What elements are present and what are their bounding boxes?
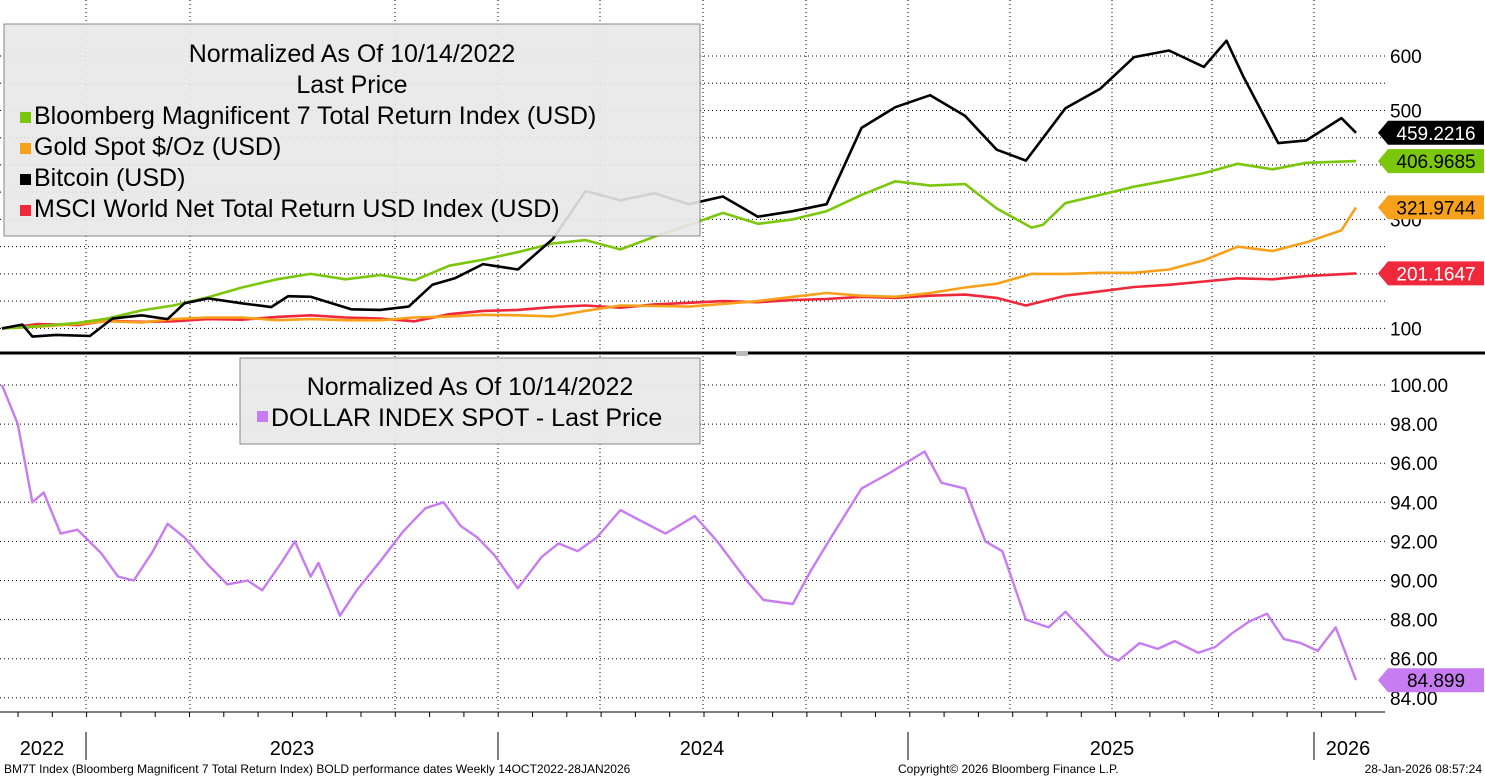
series-line-msci bbox=[1, 272, 1357, 330]
x-tick-label: 2026 bbox=[1326, 738, 1371, 760]
legend-label-mag7: Bloomberg Magnificent 7 Total Return Ind… bbox=[34, 102, 596, 130]
y-tick-label: 90.00 bbox=[1390, 572, 1438, 593]
legend-label-bitcoin: Bitcoin (USD) bbox=[34, 164, 185, 192]
y-tick-label: 500 bbox=[1390, 101, 1422, 122]
mag7-last-value-label: 406.9685 bbox=[1396, 152, 1475, 173]
footer-timestamp: 28-Jan-2026 08:57:24 bbox=[1364, 762, 1482, 776]
mag7-last-tag bbox=[1378, 149, 1484, 174]
footer-source: BM7T Index (Bloomberg Magnificent 7 Tota… bbox=[4, 762, 631, 776]
footer-copyright: Copyright© 2026 Bloomberg Finance L.P. bbox=[898, 762, 1119, 776]
bottom-legend: Normalized As Of 10/14/2022 DOLLAR INDEX … bbox=[239, 357, 701, 445]
legend-label-dxy: DOLLAR INDEX SPOT - Last Price bbox=[271, 404, 662, 432]
bitcoin-last-value-label: 459.2216 bbox=[1396, 124, 1475, 145]
bottom-legend-box bbox=[239, 357, 701, 445]
dxy-last-tag bbox=[1378, 668, 1484, 693]
legend-swatch-bitcoin bbox=[20, 174, 31, 185]
gold-last-tag bbox=[1378, 195, 1484, 220]
series-line-gold bbox=[1, 206, 1358, 330]
legend-swatch-dxy bbox=[257, 411, 268, 422]
y-tick-label: 84.00 bbox=[1390, 689, 1438, 710]
y-tick-label: 98.00 bbox=[1390, 415, 1438, 436]
bitcoin-last-tag bbox=[1378, 120, 1484, 145]
top-legend-subtitle: Last Price bbox=[296, 71, 407, 99]
y-tick-label: 94.00 bbox=[1390, 493, 1438, 514]
x-tick-label: 2025 bbox=[1090, 738, 1135, 760]
legend-swatch-msci bbox=[20, 205, 31, 216]
legend-swatch-mag7 bbox=[20, 112, 31, 123]
top-legend: Normalized As Of 10/14/2022 Last Price Blo… bbox=[3, 23, 701, 237]
dxy-last-value-label: 84.899 bbox=[1407, 671, 1465, 692]
y-tick-label: 88.00 bbox=[1390, 611, 1438, 632]
y-tick-label: 100.00 bbox=[1390, 376, 1448, 397]
top-legend-box bbox=[3, 23, 701, 237]
panel-resize-handle bbox=[736, 351, 748, 356]
msci-last-tag bbox=[1378, 261, 1484, 286]
top-legend-title: Normalized As Of 10/14/2022 bbox=[189, 40, 516, 68]
y-tick-label: 600 bbox=[1390, 47, 1422, 68]
y-tick-label: 86.00 bbox=[1390, 650, 1438, 671]
series-line-dxy bbox=[0, 384, 1358, 681]
y-tick-label: 100 bbox=[1390, 319, 1422, 340]
msci-last-value-label: 201.1647 bbox=[1396, 264, 1475, 285]
y-tick-label: 92.00 bbox=[1390, 532, 1438, 553]
legend-swatch-gold bbox=[20, 143, 31, 154]
gold-last-value-label: 321.9744 bbox=[1396, 198, 1476, 219]
x-tick-label: 2023 bbox=[270, 738, 315, 760]
x-tick-label: 2022 bbox=[20, 738, 65, 760]
y-tick-label: 96.00 bbox=[1390, 454, 1438, 475]
bottom-legend-title: Normalized As Of 10/14/2022 bbox=[307, 373, 634, 401]
legend-label-msci: MSCI World Net Total Return USD Index (U… bbox=[34, 195, 560, 223]
legend-label-gold: Gold Spot $/Oz (USD) bbox=[34, 133, 281, 161]
x-tick-label: 2024 bbox=[680, 738, 725, 760]
